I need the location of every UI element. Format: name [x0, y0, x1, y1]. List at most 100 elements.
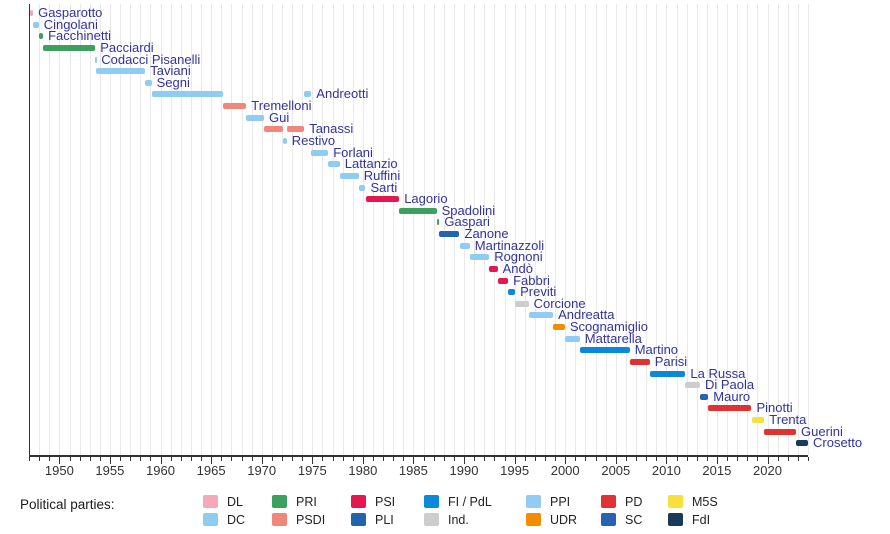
- x-axis-major-tick: [109, 457, 111, 464]
- x-axis-tick-label: 1955: [95, 463, 125, 478]
- x-axis-major-tick: [312, 457, 314, 464]
- gridline-year: [494, 4, 496, 455]
- minister-label: Trenta: [769, 412, 807, 428]
- gridline-year: [109, 4, 111, 455]
- x-axis-major-tick: [514, 457, 516, 464]
- timeline-bar: [283, 137, 287, 144]
- x-axis-minor-tick: [534, 457, 536, 461]
- x-axis-minor-tick: [180, 457, 182, 461]
- timeline-bar: [700, 393, 709, 400]
- minister-label: Rognoni: [494, 249, 543, 265]
- x-axis-major-tick: [716, 457, 718, 464]
- x-axis-tick-label: 2015: [702, 463, 732, 478]
- x-axis-minor-tick: [625, 457, 627, 461]
- minister-label: Di Paola: [705, 377, 755, 393]
- timeline-bar: [564, 335, 580, 342]
- legend-party-label: Ind.: [448, 513, 469, 527]
- gridline-year: [706, 4, 708, 455]
- timeline-bar: [508, 289, 516, 296]
- x-axis-tick-label: 2020: [753, 463, 782, 478]
- legend-party-label: FI / PdL: [448, 495, 492, 509]
- x-axis-minor-tick: [636, 457, 637, 461]
- minister-label: Guerini: [801, 423, 843, 439]
- gridline-year: [605, 4, 607, 455]
- x-axis-minor-tick: [443, 457, 445, 461]
- legend-title: Political parties:: [20, 497, 115, 512]
- timeline-bar: [764, 428, 796, 435]
- gridline-year: [565, 4, 567, 455]
- minister-label: Lagorio: [404, 191, 448, 207]
- gridline-year: [281, 4, 283, 455]
- x-axis-minor-tick: [170, 457, 172, 461]
- timeline-bar: [489, 265, 498, 272]
- timeline-bar: [311, 149, 329, 156]
- x-axis-minor-tick: [686, 457, 688, 461]
- gridline-year: [767, 4, 769, 455]
- x-axis-minor-tick: [575, 457, 577, 461]
- timeline-bar: [439, 231, 460, 237]
- x-axis-minor-tick: [737, 457, 739, 461]
- x-axis-major-tick: [261, 457, 263, 464]
- legend-party-label: DC: [227, 513, 246, 527]
- x-axis-tick-label: 2005: [601, 463, 631, 478]
- x-axis-minor-tick: [403, 457, 405, 461]
- x-axis-tick-label: 2010: [651, 463, 681, 478]
- timeline-bar: [649, 370, 686, 377]
- gridline-year: [59, 4, 61, 455]
- timeline-bar: [629, 358, 650, 365]
- x-axis-major-tick: [767, 457, 769, 464]
- x-axis-minor-tick: [777, 457, 779, 461]
- x-axis-minor-tick: [423, 457, 425, 461]
- x-axis-minor-tick: [332, 457, 334, 461]
- minister-label: Andreotti: [316, 86, 369, 102]
- gridline-year: [464, 4, 465, 455]
- x-axis-minor-tick: [484, 457, 486, 461]
- gridline-year: [524, 4, 526, 455]
- x-axis-minor-tick: [352, 457, 354, 461]
- x-axis-minor-tick: [555, 457, 557, 461]
- x-axis-minor-tick: [190, 457, 192, 461]
- gridline-year: [808, 4, 809, 455]
- gridline-year: [383, 4, 385, 455]
- timeline-bar: [708, 405, 752, 412]
- y-axis-spine: [29, 4, 30, 455]
- timeline-bar: [358, 184, 366, 191]
- gridline-year: [39, 4, 41, 455]
- timeline-bar: [96, 68, 146, 75]
- x-axis-minor-tick: [292, 457, 293, 461]
- x-axis-minor-tick: [120, 457, 122, 461]
- gridline-year: [312, 4, 314, 455]
- gridline-year: [352, 4, 354, 455]
- gridline-year: [261, 4, 263, 455]
- x-axis-minor-tick: [706, 457, 708, 461]
- gridline-year: [69, 4, 71, 455]
- x-axis-major-tick: [413, 457, 415, 464]
- gridline-year: [362, 4, 364, 455]
- gridline-year: [130, 4, 132, 455]
- legend-party-label: DL: [227, 495, 243, 509]
- x-axis-minor-tick: [646, 457, 648, 461]
- x-axis-minor-tick: [140, 457, 142, 461]
- gridline-year: [797, 4, 799, 455]
- gridline-year: [423, 4, 425, 455]
- timeline-bar: [222, 103, 247, 109]
- x-axis-minor-tick: [29, 457, 30, 461]
- x-axis-tick-label: 1970: [247, 463, 277, 478]
- x-axis-minor-tick: [474, 457, 476, 461]
- gridline-year: [332, 4, 334, 455]
- x-axis-minor-tick: [504, 457, 506, 461]
- legend-party-label: UDR: [550, 513, 578, 527]
- x-axis-minor-tick: [676, 457, 678, 461]
- minister-label: Taviani: [150, 63, 191, 79]
- gridline-year: [322, 4, 324, 455]
- minister-label: Cingolani: [43, 16, 98, 32]
- legend-swatch-psi: [351, 495, 366, 508]
- minister-label: Restivo: [291, 132, 336, 148]
- timeline-bar: [497, 277, 509, 284]
- timeline-bar: [365, 196, 400, 203]
- timeline-bar: [304, 91, 312, 98]
- gridline-year: [413, 4, 415, 455]
- legend-party-label: PSDI: [296, 513, 326, 527]
- minister-label: Pacciardi: [100, 39, 154, 55]
- gridline-year: [585, 4, 587, 455]
